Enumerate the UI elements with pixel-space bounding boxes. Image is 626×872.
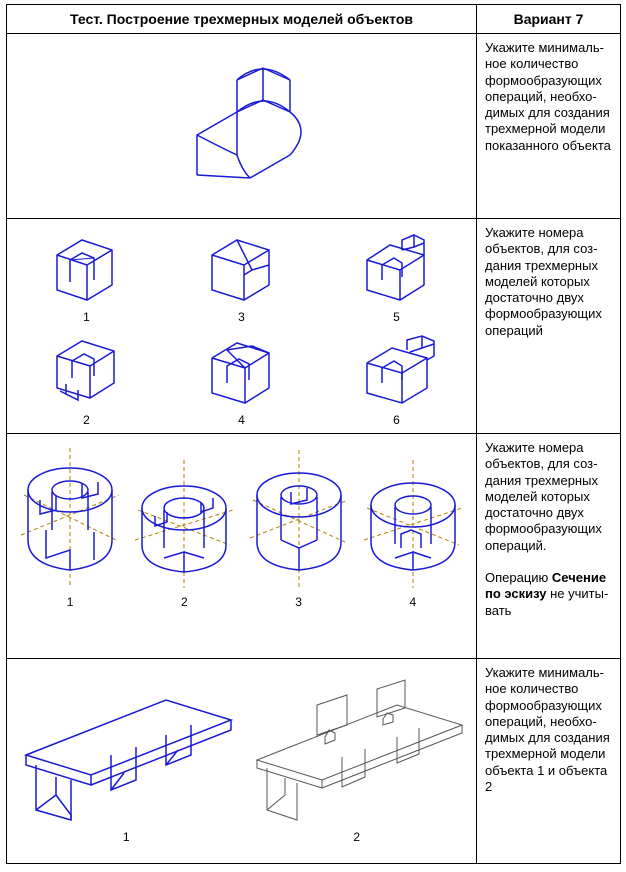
q1-figure-cell xyxy=(7,34,477,219)
q3-row: 1 xyxy=(7,434,621,659)
q4-item-2: 2 xyxy=(247,665,467,844)
q3-fig-4 xyxy=(359,440,467,590)
q2-label-2: 2 xyxy=(42,413,132,427)
q4-item-1: 1 xyxy=(16,665,236,844)
q2-item-2: 2 xyxy=(42,328,132,427)
q2-row: 1 3 xyxy=(7,219,621,434)
worksheet-table: Тест. Построение трехмерных моделей объе… xyxy=(6,4,621,864)
header-title: Тест. Построение трехмерных моделей объе… xyxy=(7,5,477,34)
q2-item-3: 3 xyxy=(197,225,287,324)
q2-desc-cell: Укажите номера объектов, для соз­дания т… xyxy=(477,219,621,434)
q2-item-1: 1 xyxy=(42,225,132,324)
q1-desc-cell: Укажите минималь­ное количество формообр… xyxy=(477,34,621,219)
q3-label-2: 2 xyxy=(130,595,238,609)
q3-item-1: 1 xyxy=(16,440,124,609)
q2-fig-4 xyxy=(197,328,287,408)
q4-grid: 1 xyxy=(15,665,468,844)
q1-row: Укажите минималь­ное количество формообр… xyxy=(7,34,621,219)
q3-desc-mid1: Операцию xyxy=(485,570,552,585)
q3-item-3: 3 xyxy=(245,440,353,609)
q2-fig-2 xyxy=(42,328,132,408)
q2-item-4: 4 xyxy=(197,328,287,427)
q2-label-6: 6 xyxy=(352,413,442,427)
q3-fig-3 xyxy=(245,440,353,590)
q4-label-1: 1 xyxy=(16,830,236,844)
q1-figure xyxy=(142,40,342,200)
q3-desc-pre: Укажите номера объектов, для соз­дания т… xyxy=(485,440,602,553)
q2-fig-3 xyxy=(197,225,287,305)
q4-label-2: 2 xyxy=(247,830,467,844)
q3-item-2: 2 xyxy=(130,440,238,609)
q3-item-4: 4 xyxy=(359,440,467,609)
q2-desc: Укажите номера объектов, для соз­дания т… xyxy=(485,225,602,338)
q4-fig-2 xyxy=(247,665,467,825)
variant-text: Вариант 7 xyxy=(514,11,584,27)
q2-figure-cell: 1 3 xyxy=(7,219,477,434)
q4-desc: Укажите минималь­ное количество формообр… xyxy=(485,665,610,794)
q4-desc-cell: Укажите минималь­ное количество формообр… xyxy=(477,659,621,864)
q2-grid: 1 3 xyxy=(15,225,468,427)
header-row: Тест. Построение трехмерных моделей объе… xyxy=(7,5,621,34)
q2-item-5: 5 xyxy=(352,225,442,324)
q2-fig-6 xyxy=(352,328,442,408)
q3-desc-cell: Укажите номера объектов, для соз­дания т… xyxy=(477,434,621,659)
title-text: Тест. Построение трехмерных моделей объе… xyxy=(70,11,413,27)
q1-desc: Укажите минималь­ное количество формообр… xyxy=(485,40,611,153)
q4-row: 1 xyxy=(7,659,621,864)
q2-label-3: 3 xyxy=(197,310,287,324)
header-variant: Вариант 7 xyxy=(477,5,621,34)
q3-figure-cell: 1 xyxy=(7,434,477,659)
q3-grid: 1 xyxy=(15,440,468,609)
q2-label-1: 1 xyxy=(42,310,132,324)
q2-fig-5 xyxy=(352,225,442,305)
q2-fig-1 xyxy=(42,225,132,305)
q3-fig-1 xyxy=(16,440,124,590)
q3-label-4: 4 xyxy=(359,595,467,609)
q3-label-3: 3 xyxy=(245,595,353,609)
q4-figure-cell: 1 xyxy=(7,659,477,864)
q2-label-4: 4 xyxy=(197,413,287,427)
q2-label-5: 5 xyxy=(352,310,442,324)
q3-fig-2 xyxy=(130,440,238,590)
q3-label-1: 1 xyxy=(16,595,124,609)
q2-item-6: 6 xyxy=(352,328,442,427)
q4-fig-1 xyxy=(16,665,236,825)
